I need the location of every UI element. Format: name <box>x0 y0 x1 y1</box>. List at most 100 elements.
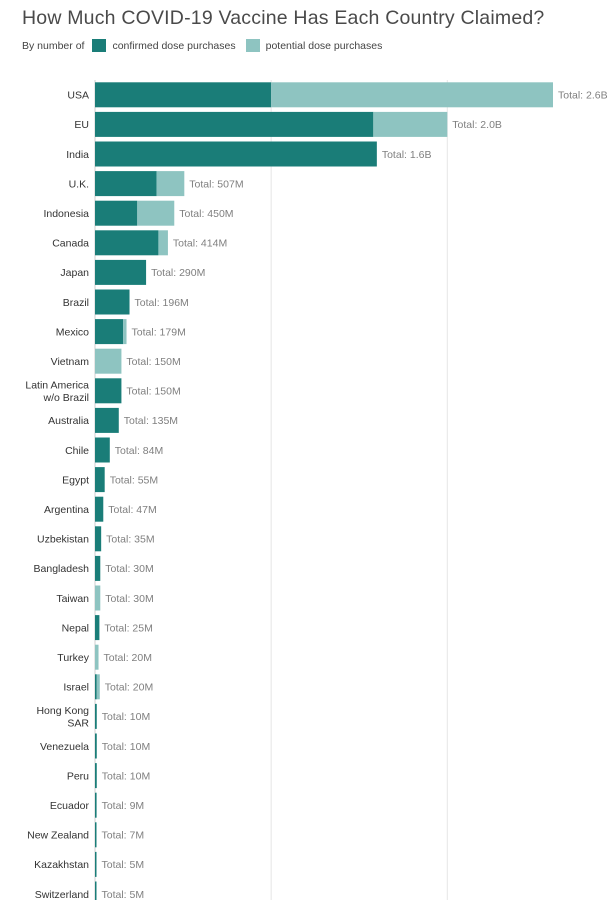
category-label: New Zealand <box>27 830 89 842</box>
bar-potential <box>95 348 122 374</box>
bar-confirmed <box>95 555 101 581</box>
total-label: Total: 450M <box>179 208 233 220</box>
legend-label-potential: potential dose purchases <box>265 39 383 52</box>
bar-potential <box>156 171 185 197</box>
category-label: Vietnam <box>51 356 90 368</box>
bar-potential <box>96 674 100 700</box>
legend: By number of confirmed dose purchases po… <box>22 39 392 52</box>
category-label: Uzbekistan <box>37 534 89 546</box>
bar-confirmed <box>95 792 97 818</box>
total-label: Total: 7M <box>102 830 145 842</box>
total-label: Total: 55M <box>110 474 158 486</box>
category-label: Chile <box>65 445 89 457</box>
total-label: Total: 179M <box>132 326 186 338</box>
bar-potential <box>271 82 553 108</box>
legend-item-confirmed: confirmed dose purchases <box>92 39 236 52</box>
category-label: Venezuela <box>40 741 89 753</box>
bar-confirmed <box>95 467 105 493</box>
bar-confirmed <box>95 319 124 345</box>
bar-confirmed <box>95 378 122 404</box>
bar-potential <box>123 319 127 345</box>
bar-potential <box>158 230 168 256</box>
bar-confirmed <box>95 615 100 641</box>
legend-label-confirmed: confirmed dose purchases <box>112 39 236 52</box>
bar-confirmed <box>95 259 147 285</box>
bar-confirmed <box>95 111 374 137</box>
category-label: Latin America w/o Brazil <box>25 379 89 404</box>
legend-item-potential: potential dose purchases <box>245 39 383 52</box>
total-label: Total: 150M <box>126 386 180 398</box>
total-label: Total: 414M <box>173 238 227 250</box>
category-label: Kazakhstan <box>34 859 89 871</box>
category-label: Israel <box>63 682 89 694</box>
bar-confirmed <box>95 881 97 900</box>
bar-confirmed <box>95 496 104 522</box>
bar-confirmed <box>95 407 119 433</box>
bar-confirmed <box>95 703 97 729</box>
category-label: Switzerland <box>35 889 89 900</box>
category-label: Taiwan <box>56 593 89 605</box>
total-label: Total: 25M <box>104 622 152 634</box>
total-label: Total: 2.0B <box>452 119 502 131</box>
bar-confirmed <box>95 289 130 315</box>
chart-title: How Much COVID-19 Vaccine Has Each Count… <box>22 7 545 29</box>
bar-confirmed <box>95 141 377 167</box>
category-label: Turkey <box>57 652 89 664</box>
total-label: Total: 30M <box>105 563 153 575</box>
bar-confirmed <box>95 674 97 700</box>
bar-confirmed <box>95 526 102 552</box>
total-label: Total: 290M <box>151 267 205 279</box>
bar-confirmed <box>95 763 97 789</box>
total-label: Total: 507M <box>189 178 243 190</box>
bar-confirmed <box>95 851 97 877</box>
bar-confirmed <box>95 230 159 256</box>
category-label: Hong Kong SAR <box>36 705 89 730</box>
total-label: Total: 5M <box>102 889 145 900</box>
category-label: Egypt <box>62 474 89 486</box>
category-label: Brazil <box>63 297 89 309</box>
category-label: EU <box>74 119 89 131</box>
total-label: Total: 35M <box>106 534 154 546</box>
bar-potential <box>95 585 101 611</box>
bar-confirmed <box>95 822 97 848</box>
bar-potential <box>373 111 448 137</box>
total-label: Total: 47M <box>108 504 156 516</box>
category-label: Canada <box>52 238 89 250</box>
category-label: Bangladesh <box>34 563 90 575</box>
total-label: Total: 10M <box>102 711 150 723</box>
total-label: Total: 9M <box>102 800 145 812</box>
category-label: India <box>66 149 89 161</box>
legend-swatch-confirmed <box>92 39 107 52</box>
total-label: Total: 196M <box>135 297 189 309</box>
legend-swatch-potential <box>245 39 260 52</box>
category-label: Nepal <box>62 622 89 634</box>
category-label: USA <box>67 90 89 102</box>
total-label: Total: 20M <box>105 682 153 694</box>
total-label: Total: 10M <box>102 770 150 782</box>
total-label: Total: 150M <box>126 356 180 368</box>
category-label: Australia <box>48 415 89 427</box>
bar-potential <box>95 644 99 670</box>
category-label: Mexico <box>56 326 89 338</box>
category-label: Japan <box>60 267 89 279</box>
total-label: Total: 2.6B <box>558 90 608 102</box>
total-label: Total: 20M <box>104 652 152 664</box>
total-label: Total: 1.6B <box>382 149 432 161</box>
bar-confirmed <box>95 733 97 759</box>
bar-confirmed <box>95 171 157 197</box>
category-label: U.K. <box>69 178 89 190</box>
total-label: Total: 84M <box>115 445 163 457</box>
category-label: Argentina <box>44 504 89 516</box>
total-label: Total: 135M <box>124 415 178 427</box>
bar-confirmed <box>95 437 110 463</box>
category-label: Ecuador <box>50 800 90 812</box>
total-label: Total: 10M <box>102 741 150 753</box>
bar-confirmed <box>95 82 272 108</box>
bar-potential <box>137 200 175 226</box>
total-label: Total: 30M <box>105 593 153 605</box>
bar-confirmed <box>95 200 138 226</box>
category-label: Indonesia <box>43 208 89 220</box>
category-label: Peru <box>67 770 89 782</box>
legend-prefix: By number of <box>22 39 85 52</box>
